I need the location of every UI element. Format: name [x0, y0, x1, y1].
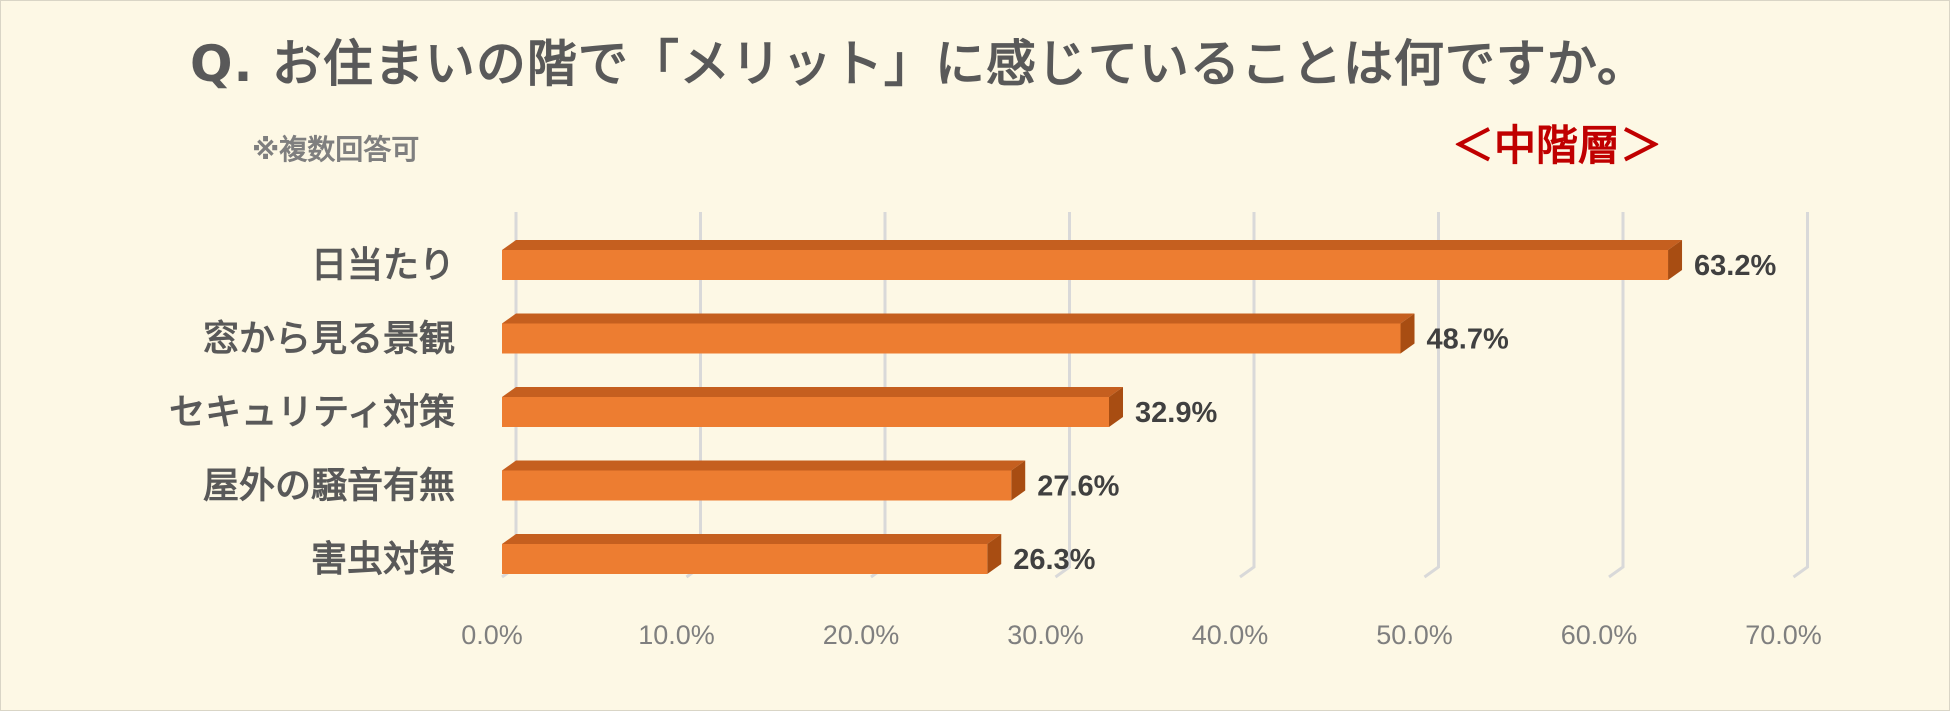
bar [502, 397, 1110, 427]
x-tick-label: 10.0% [638, 620, 715, 650]
bar [502, 544, 988, 574]
category-label: 害虫対策 [311, 539, 455, 580]
x-tick-label: 60.0% [1561, 620, 1638, 650]
floor-level-badge: ＜中階層＞ [1452, 121, 1663, 170]
x-tick-label: 30.0% [1007, 620, 1084, 650]
bar-top-face [502, 313, 1415, 324]
data-label: 27.6% [1037, 471, 1119, 503]
bar [502, 323, 1401, 354]
bar-side-face [1668, 240, 1683, 280]
bar-side-face [1011, 460, 1026, 501]
bar-side-face [987, 534, 1002, 574]
x-tick-label: 70.0% [1745, 620, 1822, 650]
data-label: 63.2% [1694, 250, 1776, 282]
bar [502, 470, 1012, 501]
x-tick-label: 40.0% [1192, 620, 1269, 650]
category-label: 窓から見る景観 [203, 319, 455, 360]
x-tick-label: 0.0% [461, 620, 523, 650]
category-label: 日当たり [311, 245, 455, 286]
data-label: 32.9% [1135, 397, 1217, 429]
bar-top-face [502, 534, 1002, 544]
bar-side-face [1109, 387, 1124, 427]
bar-side-face [1400, 313, 1415, 354]
bar-top-face [502, 240, 1683, 250]
category-label: セキュリティ対策 [169, 392, 455, 433]
gridline [1792, 212, 1809, 579]
data-label: 26.3% [1013, 544, 1095, 576]
bar-top-face [502, 460, 1026, 471]
labels: 0.0% 10.0% 20.0% 30.0% 40.0% 50.0% 60.0% 70.0% 日… [169, 245, 1822, 650]
gridline [1423, 212, 1440, 579]
data-label: 48.7% [1427, 324, 1509, 356]
x-tick-label: 50.0% [1376, 620, 1453, 650]
multiple-answer-note: ※複数回答可 [252, 133, 420, 166]
chart-title: Q. お住まいの階で「メリット」に感じていることは何ですか。 [190, 35, 1648, 93]
category-label: 屋外の騒音有無 [203, 466, 455, 507]
x-tick-label: 20.0% [823, 620, 900, 650]
bar [502, 250, 1669, 280]
gridline [1608, 212, 1625, 579]
bars [502, 240, 1683, 574]
bar-top-face [502, 387, 1124, 397]
